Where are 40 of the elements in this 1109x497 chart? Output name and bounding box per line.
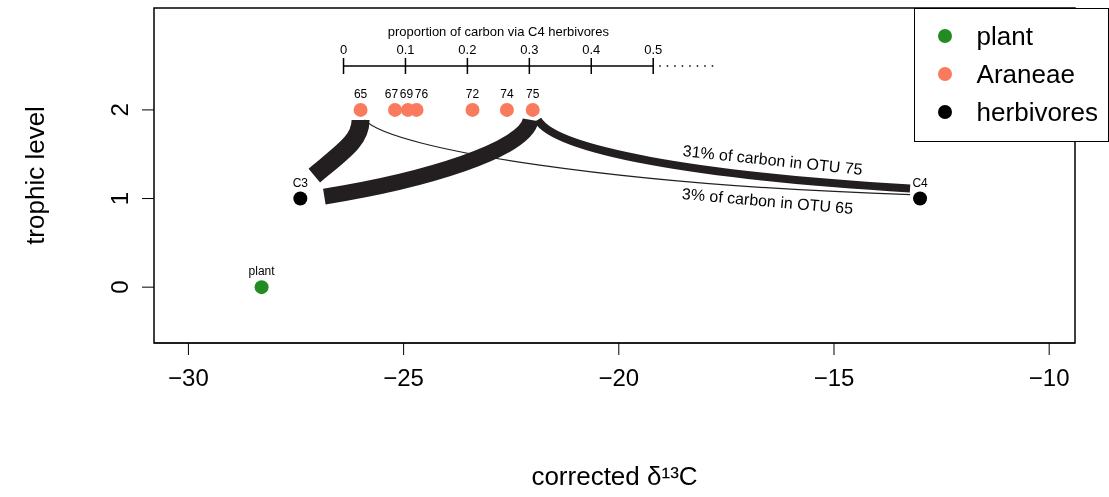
y-tick-label: 0: [106, 280, 133, 294]
annotation: 72: [465, 86, 480, 101]
annotation: 3% of carbon in OTU 65: [681, 185, 854, 218]
x2-tick-label: 0.1: [396, 42, 415, 57]
x2-tick-label: 0: [339, 42, 348, 57]
annotation: 75: [526, 86, 540, 101]
legend-label: Araneae: [976, 58, 1075, 90]
x-tick-label: −30: [168, 364, 209, 392]
point: [525, 102, 540, 117]
x-tick-label: −15: [813, 364, 855, 392]
annotation: C3: [292, 175, 309, 190]
x2-tick-label: 0.3: [520, 42, 539, 57]
legend-label: plant: [976, 20, 1033, 52]
annotation: plant: [248, 264, 276, 279]
point: [254, 280, 269, 295]
point: [499, 102, 514, 117]
x-tick-label: −25: [383, 364, 424, 392]
point: [465, 102, 480, 117]
point: [388, 102, 403, 117]
x-tick-label: −10: [1028, 364, 1070, 392]
x2-tick-label: 0.2: [458, 42, 477, 57]
y-tick-label: 2: [106, 103, 133, 117]
annotation: 31% of carbon in OTU 75: [681, 142, 864, 178]
point: [293, 191, 308, 206]
annotation: C4: [912, 175, 929, 190]
annotation: 76: [414, 86, 429, 101]
y-tick-label: 1: [106, 191, 133, 206]
x-tick-label: −20: [598, 364, 640, 392]
annotation: 67: [384, 86, 399, 101]
x-axis-title: corrected δ¹³C: [531, 461, 698, 491]
annotation: 74: [500, 86, 514, 101]
annotation: 69: [399, 86, 414, 101]
y-axis-title: trophic level: [20, 106, 50, 245]
annotation: 65: [353, 86, 368, 101]
legend-label: herbivores: [976, 96, 1098, 128]
x2-tick-label: 0.4: [582, 42, 601, 57]
point: [353, 102, 368, 117]
x2-tick-label: 0.5: [644, 42, 663, 57]
x2-axis-title: proportion of carbon via C4 herbivores: [387, 24, 610, 39]
point: [913, 191, 928, 206]
